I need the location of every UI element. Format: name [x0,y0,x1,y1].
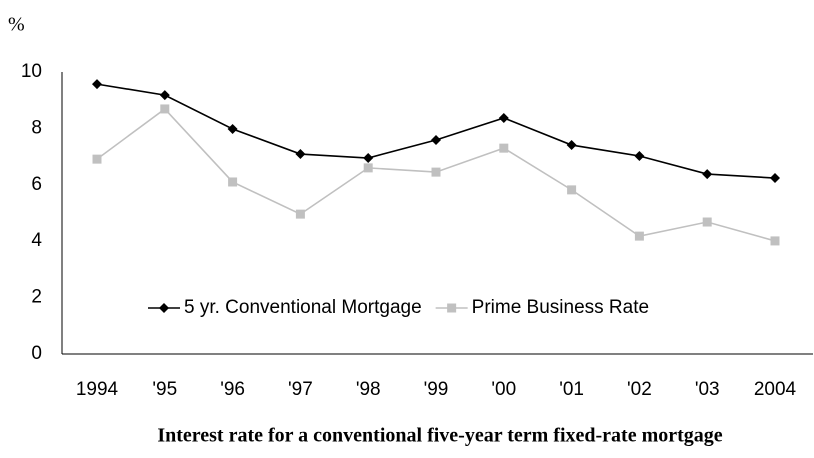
x-tick-label: '03 [695,379,720,400]
x-tick-label: 2004 [754,379,797,400]
marker [159,303,169,313]
y-tick-label: 8 [31,117,42,138]
marker [92,79,102,90]
x-tick-label: '02 [627,379,652,400]
y-tick-label: 4 [31,230,42,251]
x-tick-label: '98 [356,379,381,400]
x-tick-label: '01 [559,379,584,400]
y-tick-label: 6 [31,174,42,195]
y-tick-label: 2 [31,287,42,308]
marker [567,185,577,195]
marker [499,143,509,153]
marker [431,134,441,145]
marker [770,173,780,184]
marker [227,123,238,134]
marker [702,169,713,180]
marker [160,104,170,114]
y-axis-label: % [8,14,25,36]
marker [498,112,509,123]
x-tick-label: '96 [220,379,245,400]
marker [634,151,645,162]
marker [566,140,577,151]
marker [447,303,457,313]
marker [159,90,170,101]
x-tick-label: '95 [152,379,177,400]
marker [363,153,374,164]
y-tick-label: 0 [31,343,42,364]
marker [295,209,305,219]
legend-label: 5 yr. Conventional Mortgage [184,297,422,318]
marker [702,217,712,227]
marker [92,154,102,164]
x-tick-label: '00 [491,379,516,400]
marker [295,149,306,160]
marker [228,177,238,187]
marker [431,167,441,177]
marker [634,231,644,241]
x-tick-label: '97 [288,379,313,400]
marker [770,236,780,246]
series-line [96,83,776,179]
legend-label: Prime Business Rate [472,297,649,318]
chart-title: Interest rate for a conventional five-ye… [157,425,722,447]
x-tick-label: 1994 [76,379,119,400]
x-tick-label: '99 [424,379,449,400]
y-tick-label: 10 [21,61,42,82]
marker [363,163,373,173]
